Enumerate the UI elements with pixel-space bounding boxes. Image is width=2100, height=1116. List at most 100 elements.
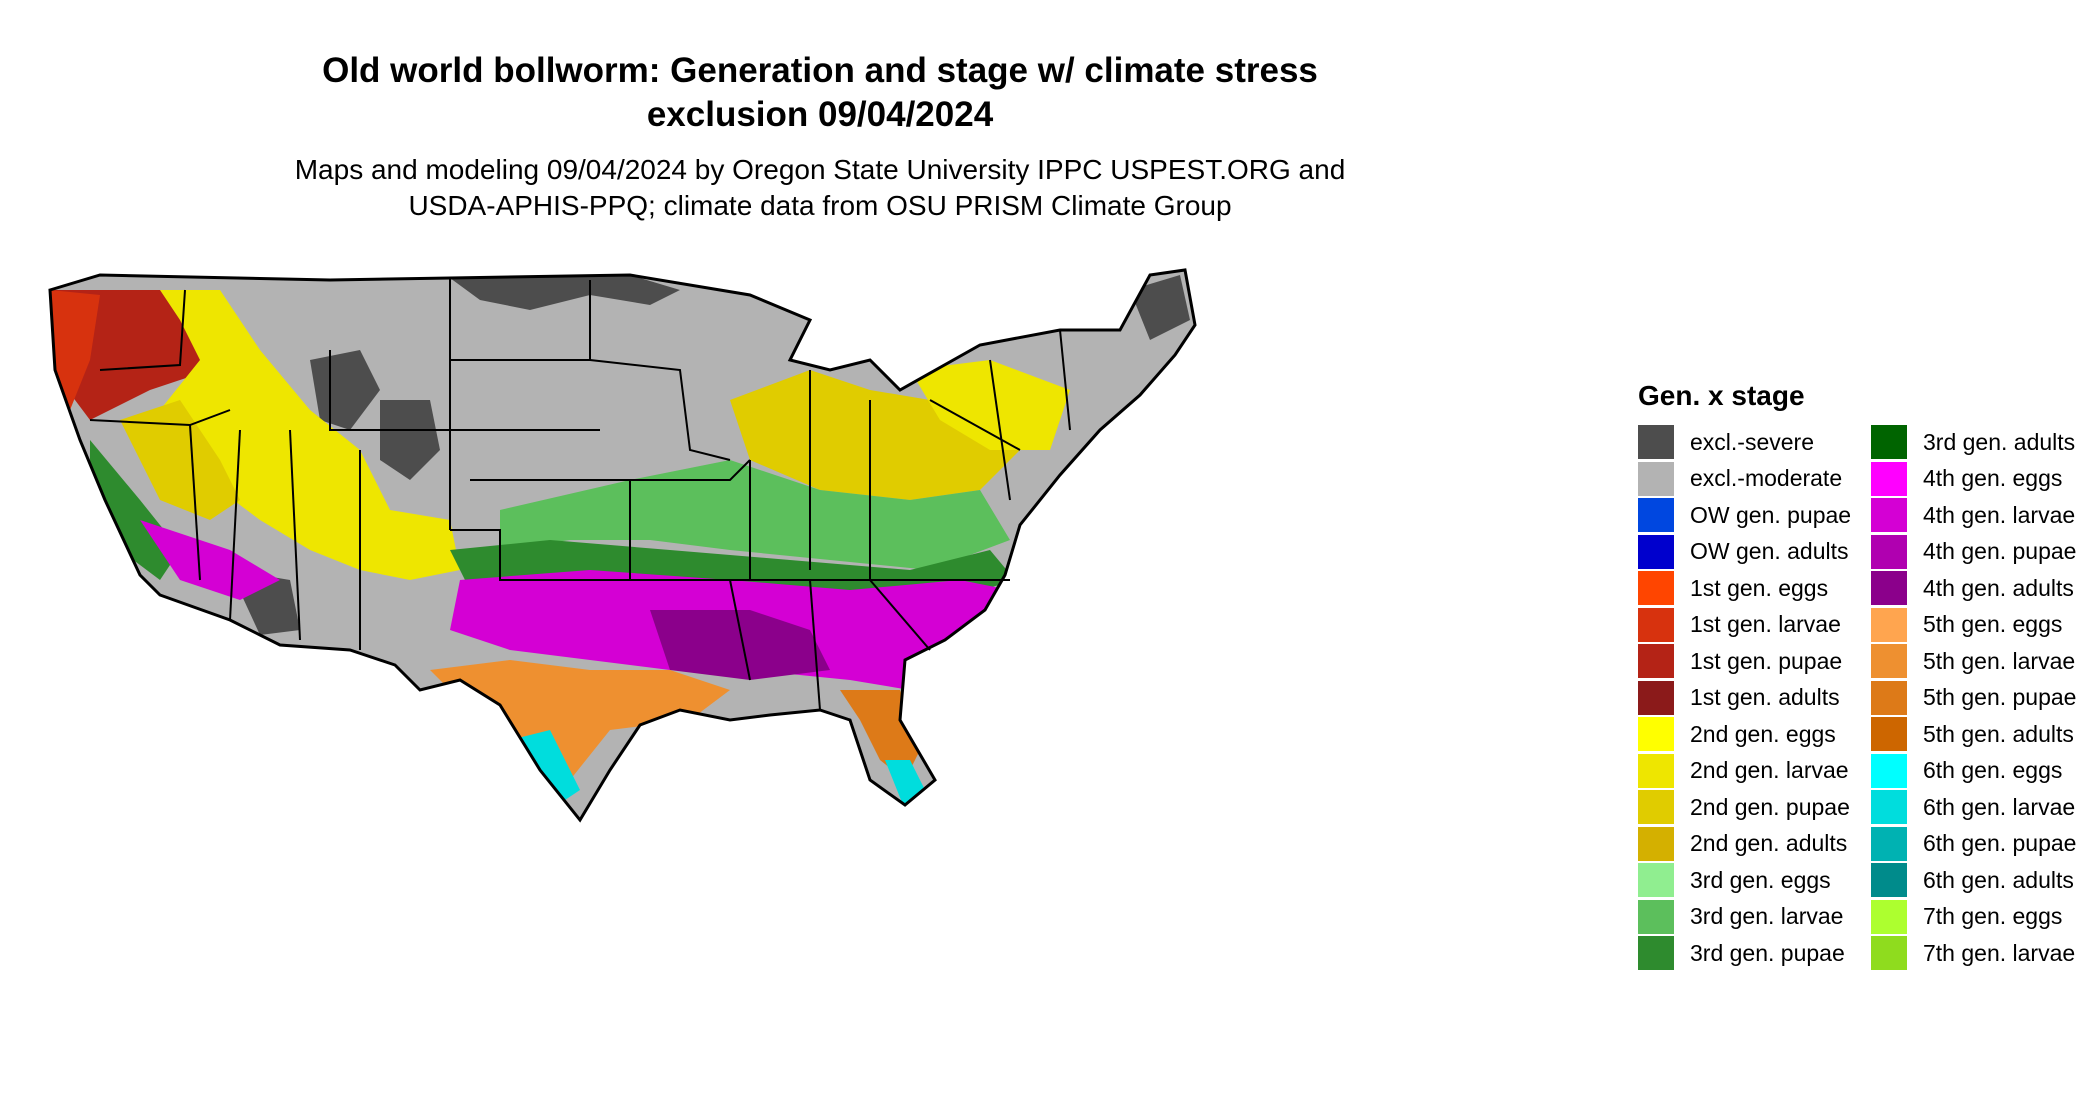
- legend-swatch: [1871, 461, 1907, 496]
- legend-label: 6th gen. larvae: [1923, 793, 2076, 820]
- legend-label: 6th gen. adults: [1923, 866, 2074, 893]
- zone-2nd-gen-pupae-greatlakes: [730, 370, 1020, 500]
- legend-swatch: [1871, 753, 1907, 788]
- legend-swatch: [1638, 425, 1674, 460]
- legend-item: 4th gen. adults: [1871, 570, 2076, 607]
- conus-outline: [48, 268, 1197, 823]
- legend-swatch: [1638, 461, 1674, 496]
- legend-swatch: [1638, 644, 1674, 679]
- legend-item: excl.-moderate: [1638, 461, 1851, 498]
- zone-2nd-gen-eggs-ny: [910, 360, 1070, 450]
- state-boundaries: [89, 278, 1071, 711]
- legend-item: 2nd gen. adults: [1638, 826, 1851, 863]
- legend-label: 1st gen. eggs: [1690, 574, 1829, 601]
- legend-swatch: [1871, 571, 1907, 606]
- legend-swatch: [1871, 717, 1907, 752]
- legend-item: 4th gen. pupae: [1871, 534, 2076, 571]
- map-subtitle-line-2: USDA-APHIS-PPQ; climate data from OSU PR…: [408, 190, 1232, 221]
- legend-label: 3rd gen. adults: [1923, 428, 2076, 455]
- legend-item: 2nd gen. larvae: [1638, 753, 1851, 790]
- zone-2nd-gen-larvae-interior: [120, 400, 240, 520]
- legend-item: 7th gen. larvae: [1871, 935, 2076, 972]
- legend-label: excl.-severe: [1690, 428, 1814, 455]
- legend-column-2: 3rd gen. adults 4th gen. eggs 4th gen. lar…: [1871, 424, 2076, 972]
- legend-label: 2nd gen. eggs: [1690, 720, 1836, 747]
- legend-item: 4th gen. larvae: [1871, 497, 2076, 534]
- legend-swatch: [1638, 571, 1674, 606]
- legend-item: OW gen. adults: [1638, 534, 1851, 571]
- legend-label: 4th gen. larvae: [1923, 501, 2076, 528]
- legend-item: 5th gen. eggs: [1871, 607, 2076, 644]
- legend-item: 7th gen. eggs: [1871, 899, 2076, 936]
- legend-label: 3rd gen. eggs: [1690, 866, 1831, 893]
- legend-swatch: [1638, 753, 1674, 788]
- legend-label: 7th gen. larvae: [1923, 939, 2076, 966]
- legend-label: excl.-moderate: [1690, 465, 1843, 492]
- legend-swatch: [1871, 498, 1907, 533]
- legend-label: OW gen. adults: [1690, 538, 1849, 565]
- zone-excl-severe-northern-border: [450, 275, 680, 310]
- map-subtitle-line-1: Maps and modeling 09/04/2024 by Oregon S…: [294, 154, 1346, 185]
- legend-label: 3rd gen. pupae: [1690, 939, 1845, 966]
- legend-swatch: [1638, 826, 1674, 861]
- zone-excl-severe-colorado: [380, 400, 440, 480]
- legend-label: 4th gen. eggs: [1923, 465, 2063, 492]
- legend-swatch: [1871, 790, 1907, 825]
- legend-label: 2nd gen. larvae: [1690, 757, 1849, 784]
- legend-item: 3rd gen. larvae: [1638, 899, 1851, 936]
- legend-swatch: [1871, 534, 1907, 569]
- legend-item: 4th gen. eggs: [1871, 461, 2076, 498]
- legend-swatch: [1871, 863, 1907, 898]
- legend-item: 1st gen. adults: [1638, 680, 1851, 717]
- legend-label: 5th gen. pupae: [1923, 684, 2077, 711]
- zone-4th-gen-larvae-sw: [140, 520, 280, 600]
- legend-label: 4th gen. pupae: [1923, 538, 2077, 565]
- zone-5th-gen-larvae-texas: [430, 660, 730, 780]
- legend-item: 2nd gen. eggs: [1638, 716, 1851, 753]
- zone-2nd-gen-larvae-west: [160, 290, 460, 580]
- legend-label: 2nd gen. pupae: [1690, 793, 1850, 820]
- conus-stage-map: [48, 268, 1197, 823]
- map-title-line-2: exclusion 09/04/2024: [646, 95, 994, 134]
- legend-swatch: [1638, 680, 1674, 715]
- zone-excl-severe-rockies: [310, 350, 380, 430]
- legend-swatch: [1638, 790, 1674, 825]
- legend-label: 3rd gen. larvae: [1690, 903, 1844, 930]
- legend-label: 5th gen. eggs: [1923, 611, 2063, 638]
- legend-item: 1st gen. pupae: [1638, 643, 1851, 680]
- legend-swatch: [1638, 936, 1674, 971]
- legend-item: 5th gen. pupae: [1871, 680, 2076, 717]
- legend-item: 6th gen. adults: [1871, 862, 2076, 899]
- legend-item: 2nd gen. pupae: [1638, 789, 1851, 826]
- legend-label: 5th gen. adults: [1923, 720, 2074, 747]
- legend-item: OW gen. pupae: [1638, 497, 1851, 534]
- legend-item: 1st gen. eggs: [1638, 570, 1851, 607]
- legend-item: 6th gen. larvae: [1871, 789, 2076, 826]
- legend-swatch: [1871, 899, 1907, 934]
- legend-item: 3rd gen. pupae: [1638, 935, 1851, 972]
- legend-item: excl.-severe: [1638, 424, 1851, 461]
- legend-item: 1st gen. larvae: [1638, 607, 1851, 644]
- legend-label: 7th gen. eggs: [1923, 903, 2063, 930]
- legend-label: 5th gen. larvae: [1923, 647, 2076, 674]
- legend-swatch: [1638, 717, 1674, 752]
- zone-3rd-gen-larvae-band: [500, 460, 1010, 570]
- legend-title: Gen. x stage: [1638, 380, 1805, 411]
- legend-label: OW gen. pupae: [1690, 501, 1852, 528]
- legend-swatch: [1871, 680, 1907, 715]
- legend-label: 4th gen. adults: [1923, 574, 2074, 601]
- legend-swatch: [1871, 936, 1907, 971]
- legend-label: 6th gen. eggs: [1923, 757, 2063, 784]
- legend-swatch: [1638, 534, 1674, 569]
- legend-swatch: [1871, 644, 1907, 679]
- legend-item: 5th gen. larvae: [1871, 643, 2076, 680]
- legend-swatch: [1638, 498, 1674, 533]
- legend-label: 1st gen. larvae: [1690, 611, 1841, 638]
- map-title-line-1: Old world bollworm: Generation and stage…: [322, 51, 1318, 90]
- legend-item: 5th gen. adults: [1871, 716, 2076, 753]
- legend-swatch: [1638, 863, 1674, 898]
- legend-swatch: [1871, 425, 1907, 460]
- legend-swatch: [1871, 826, 1907, 861]
- legend-label: 6th gen. pupae: [1923, 830, 2077, 857]
- legend-item: 3rd gen. adults: [1871, 424, 2076, 461]
